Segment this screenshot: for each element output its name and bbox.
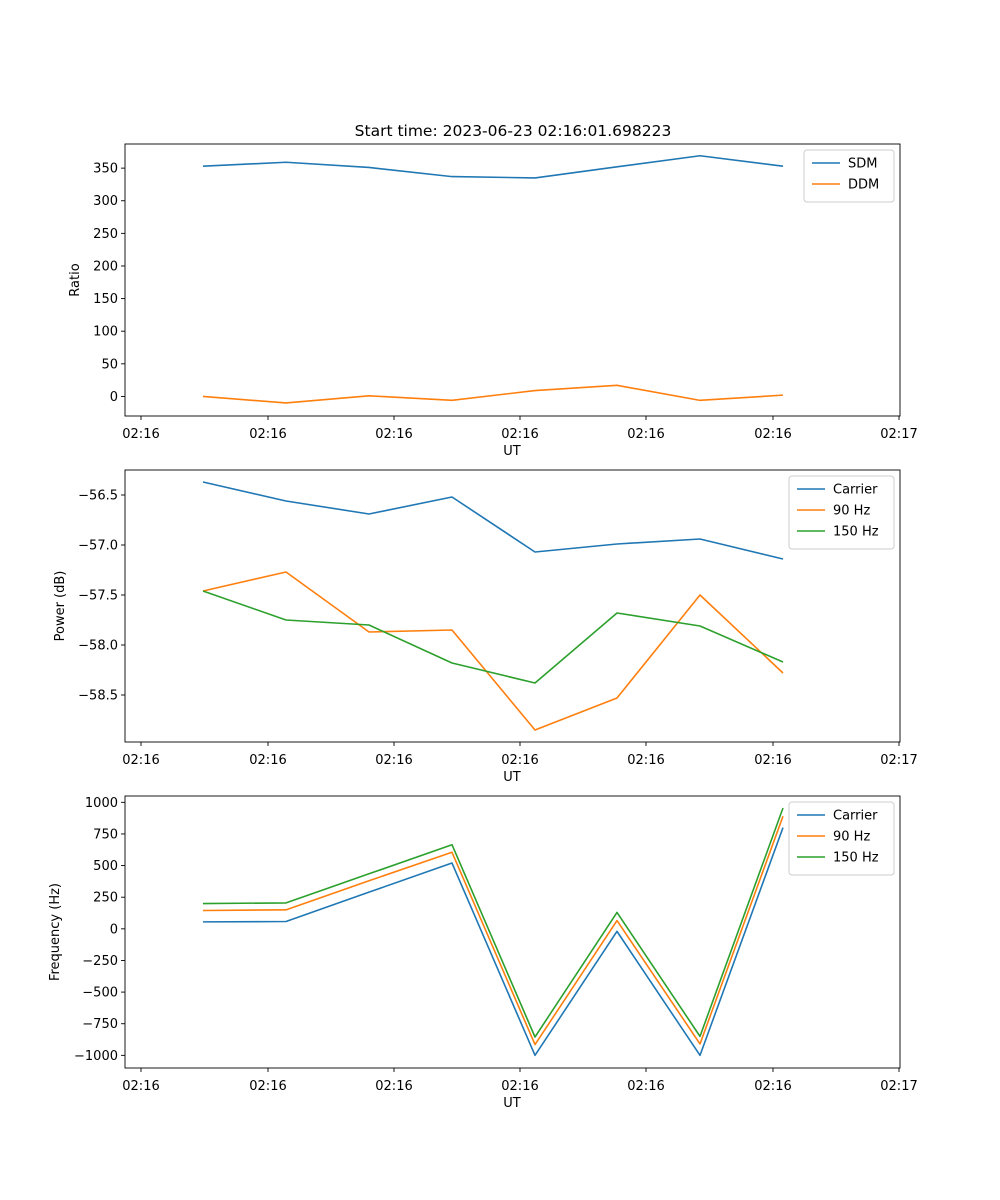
x-tick-label: 02:16	[249, 753, 286, 768]
subplots: 02:16 02:16 02:16 02:16 02:16 02:16 02:17 0 50 10…	[48, 143, 918, 1111]
y-tick-label: −750	[82, 1017, 118, 1032]
x-tick-label: 02:16	[249, 1079, 286, 1094]
subplot-2: 02:16 02:16 02:16 02:16 02:16 02:16 02:17 −58.5…	[53, 469, 918, 785]
y-tick-label: 100	[93, 325, 118, 340]
legend-label: SDM	[848, 157, 877, 172]
series-line-2-3	[202, 590, 784, 684]
y-tick-label: 250	[93, 227, 118, 242]
series-line-3-3	[202, 807, 784, 1038]
x-axis-label: UT	[503, 1096, 521, 1111]
series-line-2-2	[202, 571, 784, 731]
y-tick-label: 300	[93, 194, 118, 209]
y-tick-label: −57.0	[78, 539, 118, 554]
y-tick-label: 0	[110, 922, 118, 937]
axes-frame	[124, 795, 901, 1069]
series-line-1-1	[202, 154, 784, 179]
series-line-3-1	[202, 827, 784, 1057]
subplot-3: 02:16 02:16 02:16 02:16 02:16 02:16 02:17 −1000…	[48, 795, 918, 1111]
x-tick-label: 02:16	[501, 1079, 538, 1094]
figure-title: Start time: 2023-06-23 02:16:01.698223	[355, 122, 672, 140]
x-tick-label: 02:16	[122, 753, 159, 768]
x-tick-label: 02:16	[501, 753, 538, 768]
x-tick-label: 02:16	[754, 753, 791, 768]
x-tick-label: 02:16	[501, 427, 538, 442]
y-tick-label: −58.5	[78, 689, 118, 704]
legend-label: 150 Hz	[833, 525, 879, 540]
y-tick-label: −57.5	[78, 589, 118, 604]
x-tick-label: 02:16	[122, 427, 159, 442]
legend: SDM DDM	[803, 149, 895, 203]
y-tick-label: 500	[93, 859, 118, 874]
y-axis-label: Frequency (Hz)	[48, 883, 63, 981]
y-tick-label: 0	[110, 390, 118, 405]
legend-label: 150 Hz	[833, 851, 879, 866]
x-tick-label: 02:16	[627, 753, 664, 768]
x-tick-label: 02:16	[375, 753, 412, 768]
x-tick-label: 02:16	[122, 1079, 159, 1094]
legend: Carrier 90 Hz 150 Hz	[788, 801, 895, 876]
y-tick-label: 750	[93, 827, 118, 842]
x-tick-label: 02:16	[627, 427, 664, 442]
y-tick-label: −58.0	[78, 639, 118, 654]
axes-frame	[124, 143, 901, 417]
x-axis-label: UT	[503, 444, 521, 459]
legend-label: 90 Hz	[833, 830, 870, 845]
y-axis-label: Ratio	[68, 263, 83, 296]
y-axis-label: Power (dB)	[53, 571, 68, 642]
x-tick-label: 02:17	[880, 427, 917, 442]
y-tick-label: 50	[101, 357, 118, 372]
x-tick-label: 02:16	[627, 1079, 664, 1094]
y-tick-label: −250	[82, 954, 118, 969]
x-tick-label: 02:17	[880, 753, 917, 768]
series-line-2-1	[202, 481, 784, 560]
y-tick-label: 200	[93, 259, 118, 274]
x-tick-label: 02:16	[249, 427, 286, 442]
legend-label: DDM	[848, 178, 879, 193]
x-tick-label: 02:16	[754, 427, 791, 442]
axes-frame	[124, 469, 901, 743]
x-tick-label: 02:17	[880, 1079, 917, 1094]
x-tick-label: 02:16	[375, 427, 412, 442]
series-line-3-2	[202, 815, 784, 1046]
y-tick-label: 1000	[85, 796, 118, 811]
subplot-1: 02:16 02:16 02:16 02:16 02:16 02:16 02:17 0 50 10…	[68, 143, 918, 459]
y-tick-label: 350	[93, 162, 118, 177]
y-tick-label: 250	[93, 891, 118, 906]
x-tick-label: 02:16	[754, 1079, 791, 1094]
x-tick-label: 02:16	[375, 1079, 412, 1094]
x-axis-label: UT	[503, 770, 521, 785]
legend: Carrier 90 Hz 150 Hz	[788, 475, 895, 550]
y-tick-label: −56.5	[78, 489, 118, 504]
y-tick-label: −500	[82, 986, 118, 1001]
legend-label: 90 Hz	[833, 504, 870, 519]
legend-label: Carrier	[833, 483, 878, 498]
legend-label: Carrier	[833, 809, 878, 824]
series-line-1-2	[202, 384, 784, 404]
y-tick-label: −1000	[74, 1049, 118, 1064]
y-tick-label: 150	[93, 292, 118, 307]
